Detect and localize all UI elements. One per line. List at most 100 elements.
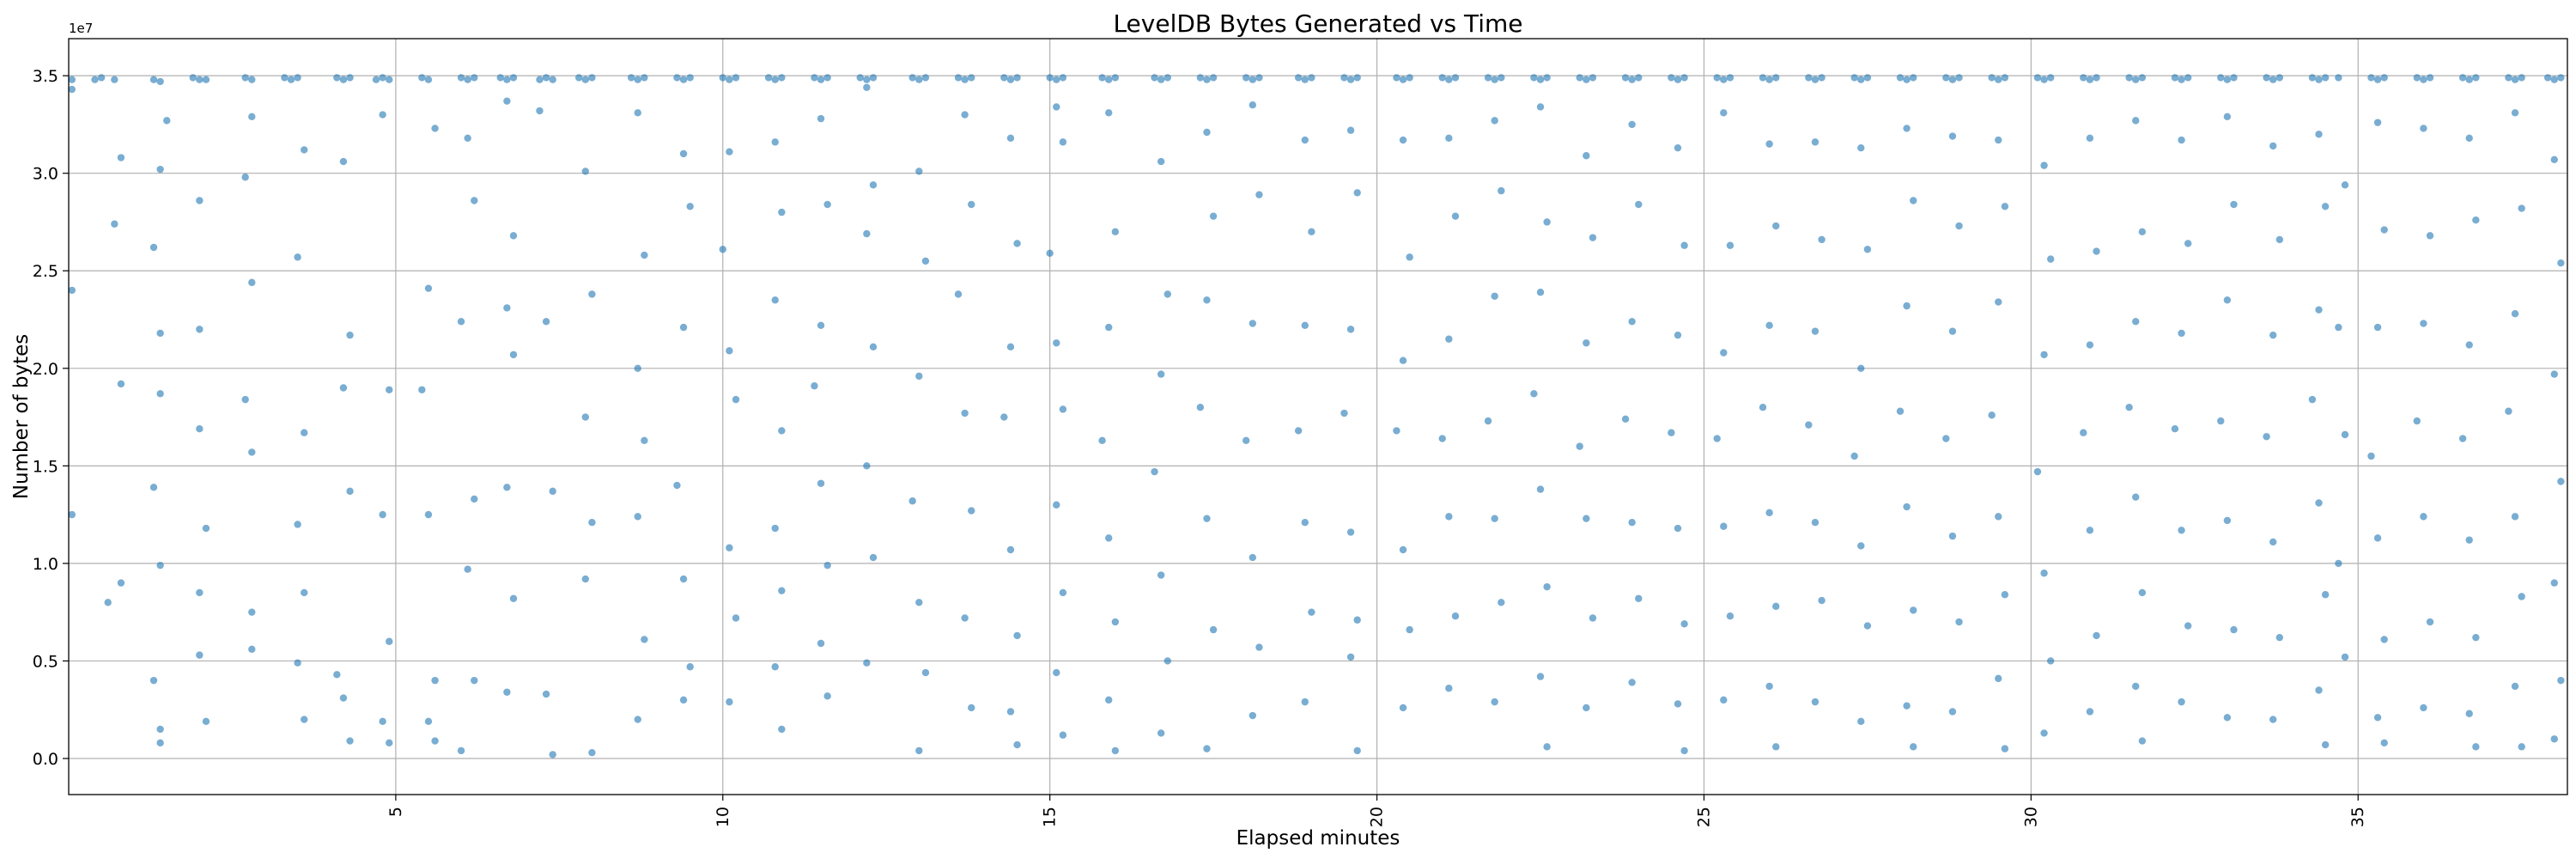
data-point <box>1995 76 2002 83</box>
data-point <box>968 507 975 515</box>
data-point <box>1726 612 1735 620</box>
data-point <box>339 76 348 83</box>
data-point <box>2518 593 2525 600</box>
data-point <box>1726 74 1735 82</box>
data-point <box>1543 743 1551 751</box>
data-point <box>823 74 831 82</box>
data-point <box>1635 74 1643 82</box>
data-point <box>869 553 878 562</box>
data-point <box>1720 522 1728 530</box>
data-point <box>2269 76 2277 83</box>
data-point <box>471 74 478 82</box>
data-point <box>2557 676 2565 685</box>
data-point <box>1995 298 2002 306</box>
data-point <box>1863 622 1872 630</box>
data-point <box>732 614 740 622</box>
data-point <box>333 74 341 82</box>
data-point <box>581 76 590 83</box>
data-point <box>196 326 204 333</box>
data-point <box>1098 436 1106 445</box>
data-point <box>1000 413 1008 421</box>
data-point <box>248 645 256 654</box>
data-point <box>1196 404 1205 411</box>
data-point <box>68 286 76 295</box>
data-point <box>1498 599 1505 606</box>
data-point <box>117 380 125 388</box>
data-point <box>97 74 106 82</box>
data-point <box>2178 527 2185 534</box>
data-point <box>1491 76 1498 83</box>
data-point <box>1157 571 1165 579</box>
data-point <box>1308 228 1315 236</box>
data-point <box>241 174 249 181</box>
data-point <box>1445 513 1453 521</box>
data-point <box>2046 74 2055 82</box>
y-tick-label: 0.5 <box>33 652 58 671</box>
data-point <box>2321 74 2330 82</box>
data-point <box>2367 74 2375 82</box>
data-point <box>1759 404 1767 411</box>
data-point <box>771 76 779 83</box>
data-point <box>1301 76 1309 83</box>
data-point <box>719 74 726 82</box>
data-point <box>634 364 641 372</box>
data-point <box>1772 743 1780 751</box>
data-point <box>2315 131 2323 138</box>
data-point <box>1765 321 1773 330</box>
data-point <box>1910 606 1917 614</box>
data-point <box>2178 136 2185 144</box>
data-point <box>1399 545 1407 554</box>
data-point <box>581 413 590 421</box>
data-point <box>1896 407 1905 415</box>
data-point <box>2373 76 2382 83</box>
data-point <box>386 637 393 645</box>
data-point <box>2420 704 2427 712</box>
y-tick-label: 1.0 <box>33 555 58 574</box>
data-point <box>1896 74 1905 82</box>
data-point <box>2093 247 2100 255</box>
data-point <box>1942 435 1950 442</box>
data-point <box>1105 323 1113 332</box>
data-point <box>1059 74 1067 82</box>
data-point <box>1720 76 1728 83</box>
data-point <box>863 659 871 667</box>
data-point <box>1903 125 1911 132</box>
data-point <box>2335 323 2342 332</box>
data-point <box>1255 643 1263 651</box>
data-point <box>2217 417 2225 425</box>
data-point <box>2472 743 2480 751</box>
data-point <box>588 519 596 527</box>
data-point <box>196 588 204 597</box>
data-point <box>1053 103 1060 111</box>
x-axis-ticks: 5 10 15 20 25 30 35 <box>386 795 2367 827</box>
data-point <box>1680 746 1688 755</box>
data-point <box>1857 717 1865 726</box>
data-point <box>679 149 688 158</box>
data-point <box>503 688 511 696</box>
data-point <box>156 561 164 570</box>
data-point <box>1530 390 1538 398</box>
data-point <box>1948 532 1957 540</box>
data-point <box>1811 519 1820 527</box>
data-point <box>2321 591 2330 599</box>
data-point <box>2001 591 2009 599</box>
data-point <box>686 203 694 210</box>
data-point <box>1399 704 1407 712</box>
data-point <box>503 97 511 105</box>
data-point <box>1720 109 1728 117</box>
data-point <box>673 481 681 490</box>
data-point <box>778 208 786 216</box>
data-point <box>536 107 544 115</box>
data-point <box>1340 74 1348 82</box>
data-point <box>2178 698 2185 706</box>
data-point <box>921 257 930 265</box>
data-point <box>1948 132 1957 140</box>
data-point <box>1006 708 1015 716</box>
data-point <box>863 83 871 91</box>
data-point <box>1294 427 1303 435</box>
data-point <box>1308 74 1315 82</box>
x-tick-label: 5 <box>386 807 405 817</box>
data-point <box>915 599 923 606</box>
data-point <box>457 746 465 755</box>
data-point <box>641 436 648 445</box>
